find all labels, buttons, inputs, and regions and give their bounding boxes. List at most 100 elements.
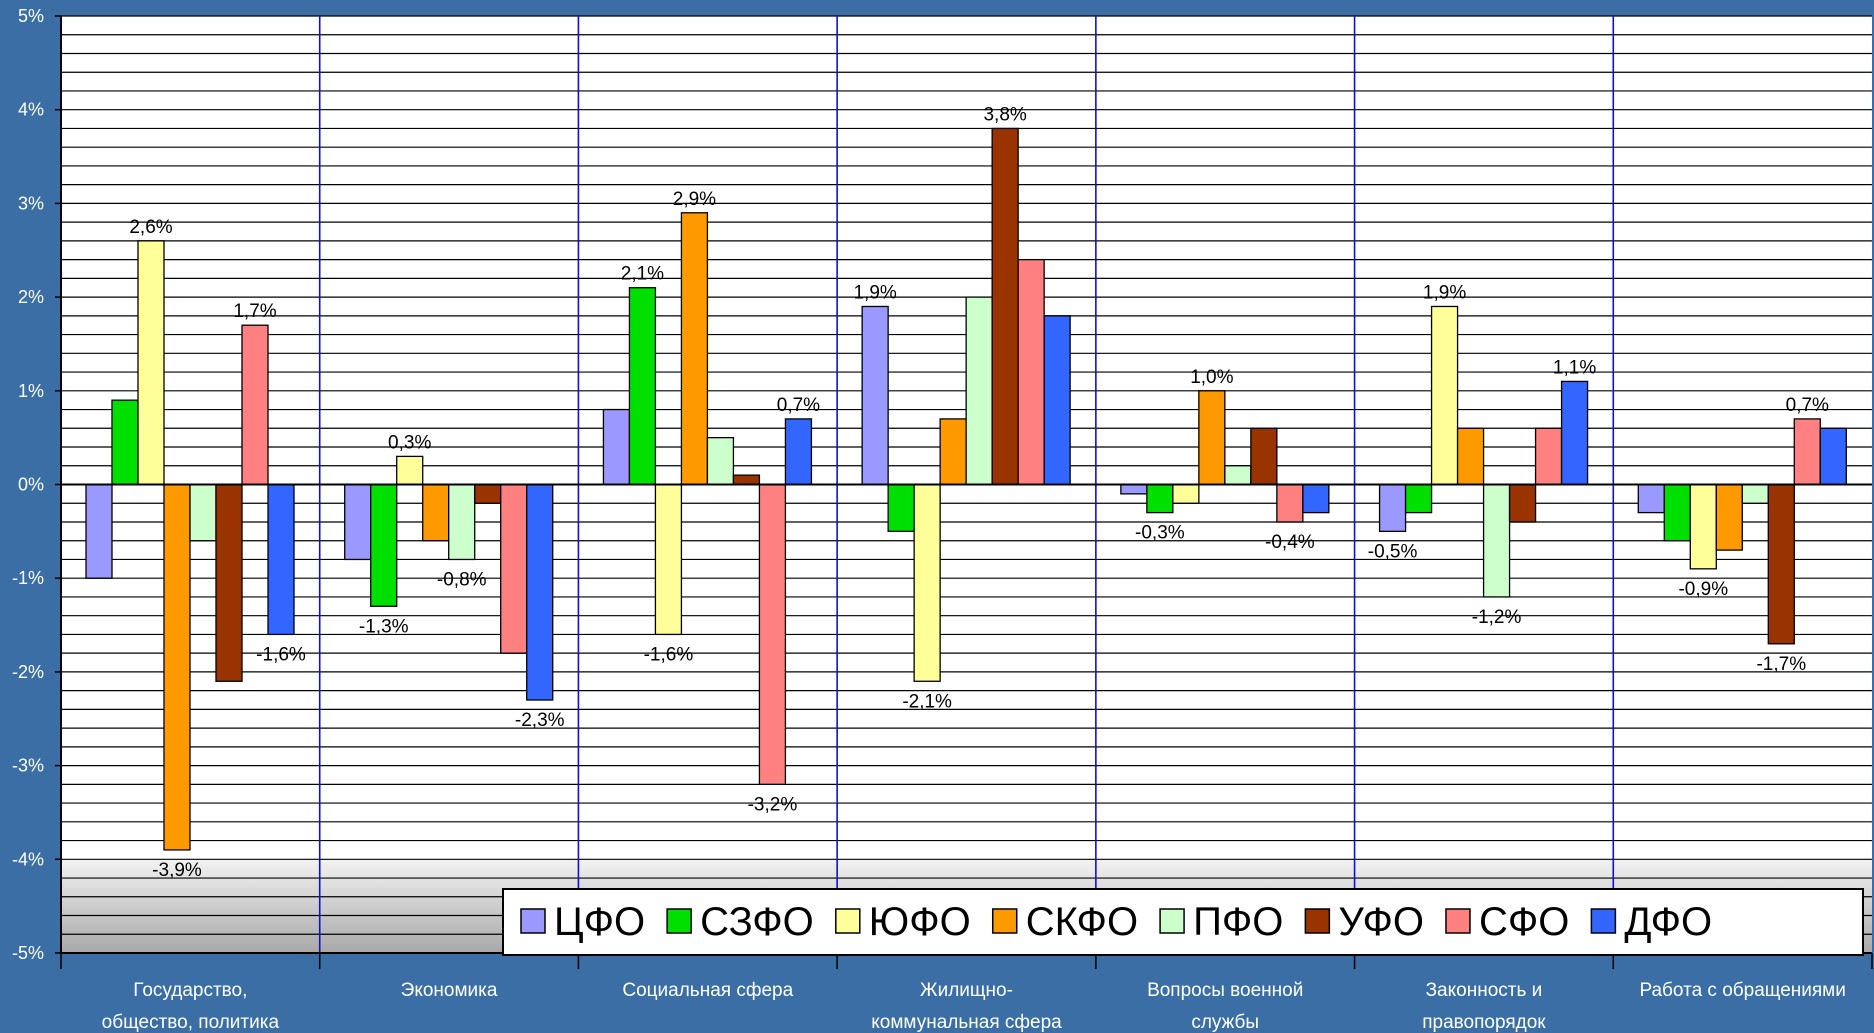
bar-ДФО-4 bbox=[1302, 483, 1330, 514]
bar-СЗФО-4 bbox=[1146, 483, 1174, 514]
legend-swatch bbox=[991, 908, 1018, 934]
bar-УФО-3 bbox=[991, 127, 1019, 486]
bar-ДФО-2 bbox=[784, 418, 813, 486]
bar-ЮФО-0 bbox=[137, 240, 165, 486]
data-label: -3,9% bbox=[152, 860, 202, 881]
bar-ПФО-1 bbox=[448, 483, 476, 561]
data-labels: 2,6% -3,9% 1,7% -1,6% -1,3% 0,3% -0,8% -2,3% 2,1… bbox=[129, 104, 1829, 880]
bar-ДФО-0 bbox=[267, 483, 295, 636]
legend-swatch bbox=[835, 908, 861, 934]
legend-label: СФО bbox=[1479, 900, 1569, 944]
bar-СЗФО-0 bbox=[111, 399, 139, 486]
data-label: -1,6% bbox=[644, 644, 694, 665]
bar-СФО-3 bbox=[1017, 258, 1045, 486]
legend-swatch bbox=[1445, 908, 1471, 934]
y-tick-label: 2% bbox=[18, 287, 44, 307]
bar-УФО-4 bbox=[1250, 427, 1278, 486]
data-label: -0,4% bbox=[1265, 532, 1315, 553]
bar-СФО-4 bbox=[1276, 483, 1304, 523]
data-label: -0,3% bbox=[1135, 523, 1185, 544]
x-category-label: Социальная сфера bbox=[622, 980, 793, 1001]
data-label: 2,9% bbox=[673, 189, 716, 210]
bar-СФО-5 bbox=[1534, 427, 1563, 486]
data-label: -2,1% bbox=[902, 691, 952, 712]
bar-СЗФО-5 bbox=[1404, 483, 1433, 514]
bar-ДФО-1 bbox=[526, 483, 554, 701]
bar-УФО-0 bbox=[215, 483, 243, 682]
bar-ЦФО-0 bbox=[85, 483, 113, 579]
bar-ЮФО-2 bbox=[654, 483, 683, 636]
bar-УФО-2 bbox=[732, 474, 761, 486]
y-tick-label: -4% bbox=[12, 849, 44, 869]
legend-label: УФО bbox=[1338, 900, 1424, 944]
bar-СКФО-1 bbox=[422, 483, 450, 542]
x-category-label: Жилищно- bbox=[920, 980, 1013, 1001]
bar-ПФО-6 bbox=[1741, 483, 1769, 504]
x-category-label: Законность и bbox=[1426, 980, 1543, 1001]
data-label: 1,1% bbox=[1553, 357, 1596, 378]
data-label: -3,2% bbox=[748, 794, 798, 815]
x-category-label: Государство, bbox=[133, 980, 247, 1001]
bar-СКФО-4 bbox=[1198, 390, 1226, 486]
bar-ЮФО-6 bbox=[1689, 483, 1717, 570]
y-tick-label: -2% bbox=[12, 662, 44, 682]
bar-ЦФО-3 bbox=[861, 305, 889, 486]
y-tick-label: 3% bbox=[18, 193, 44, 213]
legend-label: ЦФО bbox=[554, 900, 645, 944]
legend-label: ЮФО bbox=[869, 900, 971, 944]
data-label: 0,7% bbox=[777, 395, 820, 416]
bar-ЦФО-2 bbox=[602, 408, 631, 486]
data-label: -1,2% bbox=[1472, 607, 1522, 628]
legend: ЦФО СЗФО ЮФО СКФО ПФО УФО СФО ДФО bbox=[502, 888, 1864, 956]
bar-ДФО-5 bbox=[1560, 380, 1589, 486]
bar-ЦФО-6 bbox=[1637, 483, 1665, 514]
data-label: -0,5% bbox=[1368, 541, 1418, 562]
legend-swatch bbox=[1159, 908, 1185, 934]
data-label: 1,0% bbox=[1190, 367, 1233, 388]
bar-ЦФО-5 bbox=[1378, 483, 1407, 532]
data-label: -1,3% bbox=[359, 616, 409, 637]
bar-УФО-5 bbox=[1508, 483, 1537, 523]
data-label: -0,8% bbox=[437, 569, 487, 590]
legend-swatch bbox=[520, 908, 546, 934]
y-tick-label: 0% bbox=[18, 475, 44, 495]
bar-СКФО-3 bbox=[939, 418, 967, 486]
bar-СКФО-6 bbox=[1715, 483, 1743, 551]
bar-СКФО-0 bbox=[163, 483, 191, 851]
bar-ПФО-2 bbox=[706, 436, 735, 486]
legend-label: ПФО bbox=[1193, 900, 1283, 944]
bar-СЗФО-1 bbox=[370, 483, 398, 607]
x-category-label: Вопросы военной bbox=[1147, 980, 1303, 1001]
bar-ПФО-0 bbox=[189, 483, 217, 542]
data-label: -1,7% bbox=[1756, 654, 1806, 675]
bar-ЮФО-4 bbox=[1172, 483, 1200, 504]
legend-swatch bbox=[1304, 908, 1331, 934]
x-category-label: Работа с обращениями bbox=[1639, 980, 1845, 1001]
bar-СЗФО-2 bbox=[628, 287, 657, 486]
bar-ПФО-4 bbox=[1224, 465, 1252, 486]
x-category-label: общество, политика bbox=[102, 1012, 280, 1033]
data-label: 1,7% bbox=[233, 301, 276, 322]
bar-СФО-6 bbox=[1793, 418, 1821, 486]
bar-СЗФО-6 bbox=[1663, 483, 1691, 542]
data-label: 1,9% bbox=[853, 282, 896, 303]
gridlines bbox=[61, 15, 1872, 954]
bar-ЮФО-1 bbox=[396, 455, 424, 486]
data-label: 2,6% bbox=[129, 217, 172, 238]
y-tick-label: 1% bbox=[18, 381, 44, 401]
x-category-label: Экономика bbox=[401, 980, 498, 1001]
bar-СФО-0 bbox=[241, 324, 269, 486]
x-category-label: службы bbox=[1191, 1012, 1259, 1033]
legend-swatch bbox=[1590, 908, 1617, 934]
data-label: -2,3% bbox=[515, 710, 565, 731]
bar-ДФО-3 bbox=[1043, 315, 1071, 486]
y-tick-label: 5% bbox=[18, 6, 44, 26]
bar-ПФО-5 bbox=[1482, 483, 1511, 598]
data-label: 0,3% bbox=[388, 432, 431, 453]
y-tick-label: -5% bbox=[12, 943, 44, 963]
legend-swatch bbox=[666, 908, 692, 934]
data-label: -1,6% bbox=[256, 644, 306, 665]
bar-ПФО-3 bbox=[965, 296, 993, 486]
bar-ЦФО-4 bbox=[1120, 483, 1148, 495]
bar-УФО-1 bbox=[474, 483, 502, 504]
